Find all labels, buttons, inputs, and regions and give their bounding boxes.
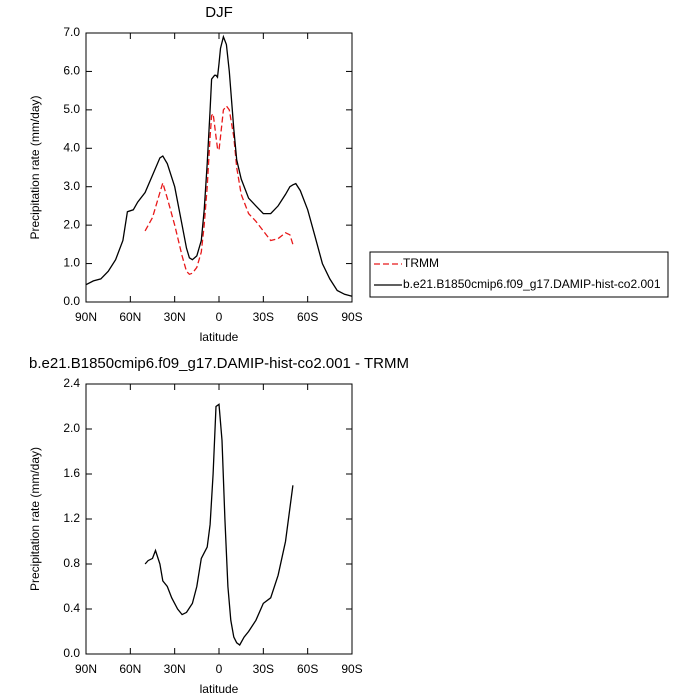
y-tick-label: 0.8	[63, 556, 80, 570]
x-tick-label: 60S	[297, 310, 318, 324]
data-line	[85, 34, 353, 297]
y-tick-label: 1.2	[63, 511, 80, 525]
x-tick-label: 60N	[119, 310, 141, 324]
y-tick-label: 7.0	[63, 25, 80, 39]
y-tick-label: 2.0	[63, 421, 80, 435]
y-axis-label: Precipitation rate (mm/day)	[28, 447, 42, 591]
x-tick-label: 90N	[75, 310, 97, 324]
y-axis-label: Precipitation rate (mm/day)	[28, 95, 42, 239]
x-axis-label: latitude	[200, 682, 239, 696]
y-tick-label: 6.0	[63, 64, 80, 78]
x-tick-label: 60N	[119, 662, 141, 676]
legend-box	[369, 251, 669, 298]
x-tick-label: 0	[216, 662, 223, 676]
legend-label: b.e21.B1850cmip6.f09_g17.DAMIP-hist-co2.…	[403, 277, 661, 291]
x-tick-label: 60S	[297, 662, 318, 676]
data-line	[144, 104, 294, 276]
x-axis-label: latitude	[200, 330, 239, 344]
y-tick-label: 0.4	[63, 601, 80, 615]
y-tick-label: 0.0	[63, 294, 80, 308]
y-tick-label: 0.0	[63, 646, 80, 660]
y-tick-label: 5.0	[63, 102, 80, 116]
y-tick-label: 1.6	[63, 466, 80, 480]
y-tick-label: 1.0	[63, 256, 80, 270]
x-tick-label: 30S	[253, 310, 274, 324]
x-tick-label: 30N	[164, 310, 186, 324]
x-tick-label: 90S	[341, 310, 362, 324]
x-tick-label: 0	[216, 310, 223, 324]
plot-frame	[85, 32, 353, 303]
chart-title: b.e21.B1850cmip6.f09_g17.DAMIP-hist-co2.…	[29, 355, 409, 372]
legend-label: TRMM	[403, 256, 439, 270]
y-tick-label: 4.0	[63, 140, 80, 154]
plot-frame	[85, 383, 353, 655]
x-tick-label: 90S	[341, 662, 362, 676]
y-tick-label: 2.0	[63, 217, 80, 231]
x-tick-label: 30S	[253, 662, 274, 676]
data-line	[144, 403, 294, 646]
x-tick-label: 30N	[164, 662, 186, 676]
y-tick-label: 3.0	[63, 179, 80, 193]
y-tick-label: 2.4	[63, 376, 80, 390]
x-tick-label: 90N	[75, 662, 97, 676]
chart-title: DJF	[205, 4, 233, 21]
